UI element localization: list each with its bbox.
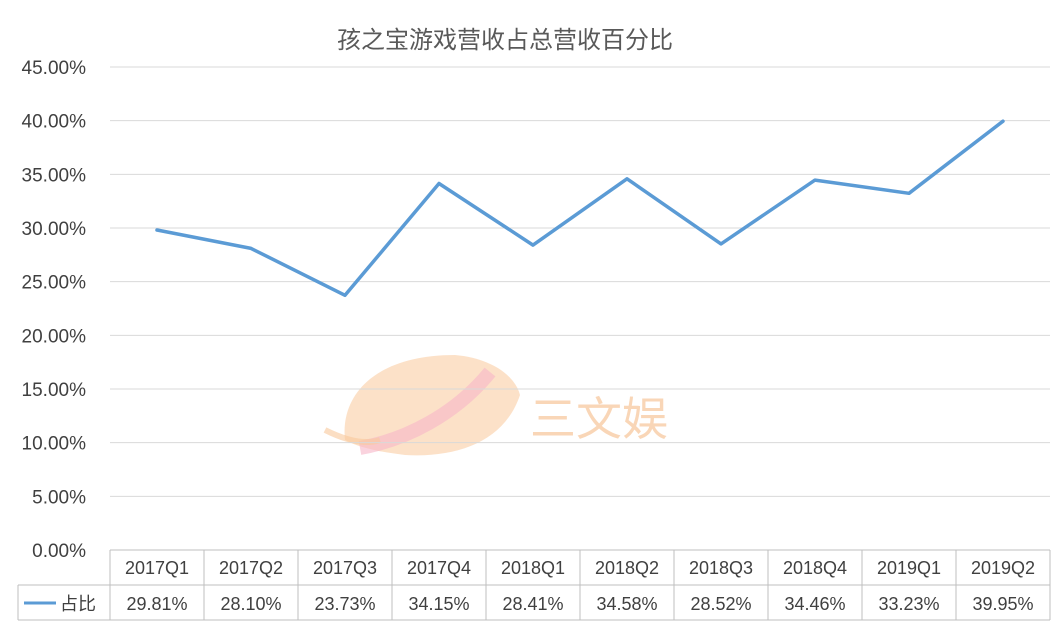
x-tick-label: 2017Q2 [219,558,283,578]
y-tick-label: 40.00% [22,112,87,133]
watermark-logo: 三文娱 [323,355,668,456]
watermark-text: 三文娱 [530,392,668,446]
data-point [249,246,253,250]
data-point [625,177,629,181]
y-tick-label: 10.00% [22,434,87,455]
series-line [155,119,1005,298]
data-point [437,181,441,185]
data-point [813,178,817,182]
x-tick-label: 2018Q3 [689,558,753,578]
x-tick-label: 2019Q1 [877,558,941,578]
x-tick-label: 2018Q2 [595,558,659,578]
data-label: 23.73% [314,594,375,614]
data-point [343,293,347,297]
x-tick-label: 2017Q4 [407,558,471,578]
x-tick-label: 2019Q2 [971,558,1035,578]
y-tick-label: 5.00% [32,487,86,508]
data-point [155,228,159,232]
data-label: 34.15% [408,594,469,614]
data-point [531,243,535,247]
data-label: 28.10% [220,594,281,614]
y-tick-label: 15.00% [22,380,87,401]
data-label: 28.41% [502,594,563,614]
data-point [719,242,723,246]
data-label: 28.52% [690,594,751,614]
data-point [907,191,911,195]
grid [110,66,1050,497]
y-tick-label: 0.00% [32,541,86,562]
watermark-leaf-stroke [358,367,496,455]
data-label: 34.58% [596,594,657,614]
data-table: 2017Q1 2017Q2 2017Q3 2017Q4 2018Q1 2018Q2 2018… [17,549,1051,621]
y-tick-label: 45.00% [22,58,87,79]
legend-label: 占比 [60,594,96,614]
data-label: 34.46% [784,594,845,614]
chart-title: 孩之宝游戏营收占总营收百分比 [337,26,673,54]
x-tick-label: 2018Q1 [501,558,565,578]
x-tick-label: 2017Q3 [313,558,377,578]
data-label: 29.81% [126,594,187,614]
y-tick-label: 25.00% [22,273,87,294]
data-label: 33.23% [878,594,939,614]
series [155,119,1005,298]
y-axis: 0.00% 5.00% 10.00% 15.00% 20.00% 25.00% 30.00%… [22,58,87,562]
y-tick-label: 35.00% [22,165,87,186]
x-tick-label: 2017Q1 [125,558,189,578]
y-tick-label: 30.00% [22,219,87,240]
y-tick-label: 20.00% [22,326,87,347]
data-label: 39.95% [972,594,1033,614]
data-point [1001,119,1005,123]
x-tick-label: 2018Q4 [783,558,847,578]
